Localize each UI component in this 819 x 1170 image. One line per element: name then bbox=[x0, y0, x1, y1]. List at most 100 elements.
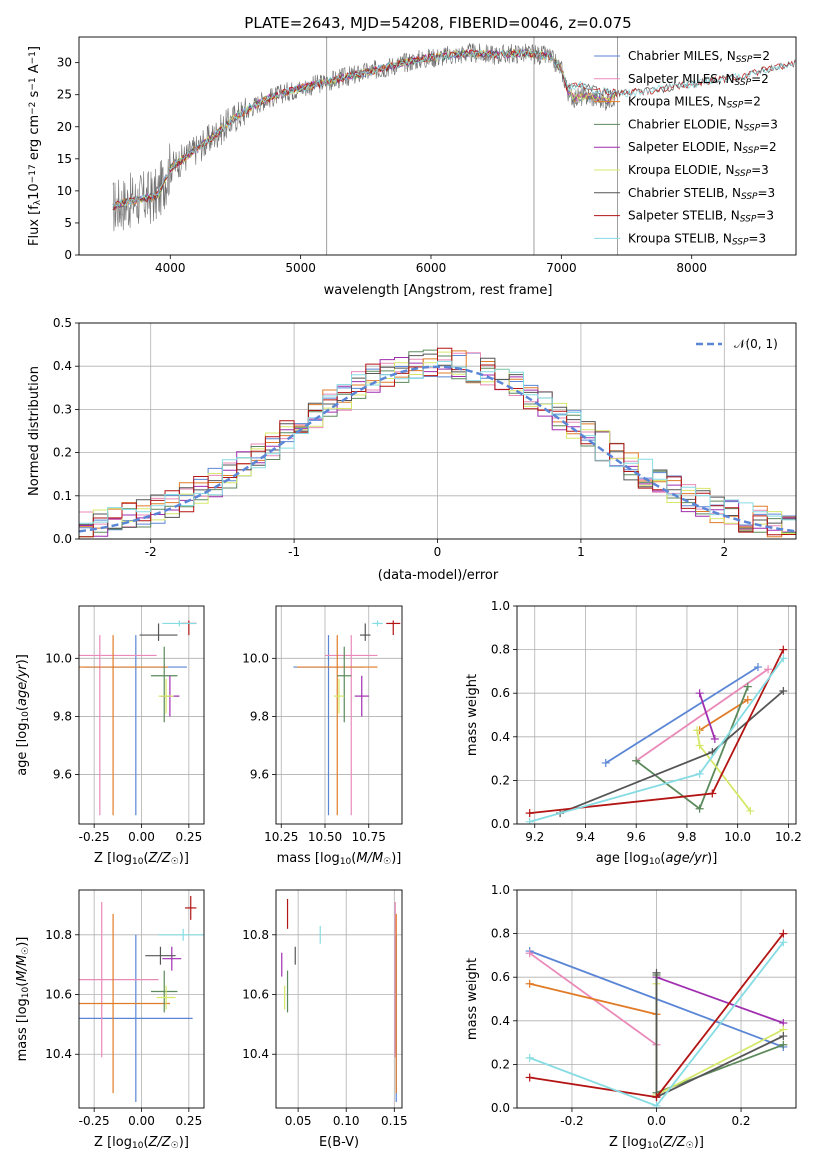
model-spectrum-salpeter-stelib bbox=[112, 48, 796, 210]
axes-frame: -0.25 0.00 0.25 9.6 9.8 10.0 bbox=[45, 605, 205, 844]
y-tick-label: 0.5 bbox=[53, 316, 72, 330]
y-tick-label: 25 bbox=[57, 88, 72, 102]
residual-histogram-panel: -2 -1 0 1 2 0.0 0.1 0.2 0.3 0.4 0.5 (data-model)/er… bbox=[27, 316, 797, 583]
error-point-chabrier-stelib bbox=[145, 946, 176, 965]
axes-border bbox=[275, 889, 403, 1109]
y-tick-label: 10.4 bbox=[242, 1047, 269, 1061]
plot-area bbox=[281, 898, 397, 1103]
series-marker bbox=[525, 1073, 534, 1082]
x-tick-label: 1 bbox=[577, 545, 585, 559]
series-marker bbox=[710, 734, 719, 743]
axes-frame: -0.2 0.0 0.2 0.0 0.2 0.4 0.6 0.8 1.0 bbox=[491, 883, 797, 1128]
series-marker bbox=[652, 968, 661, 977]
series-salpeter-stelib bbox=[525, 929, 788, 1102]
series-marker bbox=[525, 809, 534, 818]
x-axis-label: wavelength [Angstrom, rest frame] bbox=[324, 283, 553, 298]
series-marker bbox=[779, 654, 788, 663]
series-line bbox=[655, 972, 784, 1099]
legend-label-kroupa-miles: Kroupa MILES, NSSP=2 bbox=[628, 95, 761, 111]
x-tick-label: 8000 bbox=[676, 261, 707, 275]
y-tick-label: 10.6 bbox=[45, 988, 72, 1002]
series-marker bbox=[746, 806, 755, 815]
x-tick-label: 0.25 bbox=[175, 1114, 202, 1128]
error-point-salpeter-miles bbox=[79, 635, 157, 816]
axes-frame: 0.05 0.10 0.15 10.4 10.6 10.8 bbox=[242, 889, 408, 1128]
series-marker bbox=[525, 979, 534, 988]
series-line bbox=[529, 657, 785, 823]
plot-area bbox=[79, 347, 796, 538]
y-axis-label: Flux [fλ10−17 erg cm−2 s−1 A−1] bbox=[27, 46, 43, 246]
x-axis-label: mass [log10(M/M☉)] bbox=[277, 851, 402, 867]
y-tick-label: 0.2 bbox=[491, 1057, 510, 1071]
x-tick-label: 9.6 bbox=[627, 830, 646, 844]
series-marker bbox=[525, 1053, 534, 1062]
series-marker bbox=[779, 1040, 788, 1049]
y-axis-label: Normed distribution bbox=[27, 366, 42, 496]
x-tick-label: 5000 bbox=[285, 261, 316, 275]
x-tick-label: 4000 bbox=[155, 261, 186, 275]
error-point-kroupa-miles bbox=[297, 635, 378, 816]
x-tick-label: 9.2 bbox=[525, 830, 544, 844]
y-tick-label: 10.0 bbox=[45, 651, 72, 665]
x-tick-label: 0.00 bbox=[128, 1114, 155, 1128]
gaussian-legend-label: 𝒩(0, 1) bbox=[734, 337, 778, 351]
x-axis-label: E(B-V) bbox=[319, 1135, 359, 1150]
spectrum-panel: 4000 5000 6000 7000 8000 0 5 10 15 20 25 30 waveleng… bbox=[27, 36, 797, 298]
histogram-legend: 𝒩(0, 1) bbox=[696, 337, 778, 351]
error-point-kroupa-stelib bbox=[158, 928, 204, 941]
x-tick-label: 0.10 bbox=[333, 1114, 360, 1128]
series-line bbox=[635, 668, 769, 762]
x-tick-label: 10.0 bbox=[724, 830, 751, 844]
axes-frame: 4000 5000 6000 7000 8000 0 5 10 15 20 25 30 bbox=[57, 36, 797, 275]
legend-label-kroupa-stelib: Kroupa STELIB, NSSP=3 bbox=[628, 231, 766, 247]
series-line bbox=[559, 690, 784, 814]
y-axis-label: age [log10(age/yr)] bbox=[15, 654, 31, 776]
series-marker bbox=[779, 645, 788, 654]
legend-label-chabrier-miles: Chabrier MILES, NSSP=2 bbox=[628, 49, 770, 65]
x-tick-label: -2 bbox=[145, 545, 157, 559]
y-tick-label: 1.0 bbox=[491, 599, 510, 613]
series-salpeter-elodie bbox=[695, 689, 719, 743]
error-point-chabrier-elodie bbox=[150, 970, 178, 1013]
legend-label-kroupa-elodie: Kroupa ELODIE, NSSP=3 bbox=[628, 163, 769, 179]
x-axis-label: Z [log10(Z/Z☉)] bbox=[609, 1135, 704, 1151]
series-salpeter-elodie bbox=[652, 973, 788, 1027]
y-tick-label: 0.8 bbox=[491, 643, 510, 657]
axes-frame: -0.25 0.00 0.25 10.4 10.6 10.8 bbox=[45, 889, 205, 1128]
error-point-kroupa-stelib bbox=[162, 620, 197, 627]
y-tick-label: 0.8 bbox=[491, 927, 510, 941]
error-point-salpeter-elodie bbox=[354, 675, 369, 717]
series-marker bbox=[693, 726, 702, 735]
x-tick-label: 0.25 bbox=[175, 830, 202, 844]
x-tick-label: -0.25 bbox=[79, 1114, 110, 1128]
series-marker bbox=[695, 769, 704, 778]
mass-weight-vs-metallicity-panel: -0.2 0.0 0.2 0.0 0.2 0.4 0.6 0.8 1.0 Z [log10(Z/Z… bbox=[465, 883, 797, 1151]
series-marker bbox=[779, 687, 788, 696]
error-point-chabrier-stelib bbox=[139, 623, 178, 641]
plot-area bbox=[293, 620, 401, 816]
series-marker bbox=[695, 804, 704, 813]
y-tick-label: 0.6 bbox=[491, 686, 510, 700]
x-tick-label: 10.50 bbox=[308, 830, 342, 844]
series-chabrier-stelib bbox=[652, 968, 788, 1102]
series-kroupa-stelib bbox=[525, 654, 788, 824]
x-tick-label: -1 bbox=[288, 545, 300, 559]
y-tick-label: 9.8 bbox=[250, 709, 269, 723]
plot-area bbox=[79, 895, 204, 1103]
y-tick-label: 5 bbox=[64, 216, 72, 230]
y-tick-label: 0.0 bbox=[53, 532, 72, 546]
legend-label-salpeter-stelib: Salpeter STELIB, NSSP=3 bbox=[628, 209, 774, 225]
series-marker bbox=[525, 949, 534, 958]
y-tick-label: 0.3 bbox=[53, 402, 72, 416]
y-tick-label: 0.2 bbox=[53, 446, 72, 460]
series-line bbox=[529, 982, 657, 1016]
gaussian-curve bbox=[79, 365, 796, 533]
series-chabrier-elodie bbox=[652, 971, 788, 1097]
y-tick-label: 0.4 bbox=[491, 730, 510, 744]
age-vs-metallicity-panel: -0.25 0.00 0.25 9.6 9.8 10.0 Z [log10(Z/Z☉)] ag… bbox=[15, 605, 205, 867]
series-kroupa-stelib bbox=[525, 938, 788, 1108]
error-point-chabrier-elodie bbox=[150, 646, 178, 723]
series-chabrier-miles bbox=[601, 663, 762, 767]
x-tick-label: 10.2 bbox=[775, 830, 802, 844]
error-point-chabrier-elodie bbox=[337, 646, 352, 723]
